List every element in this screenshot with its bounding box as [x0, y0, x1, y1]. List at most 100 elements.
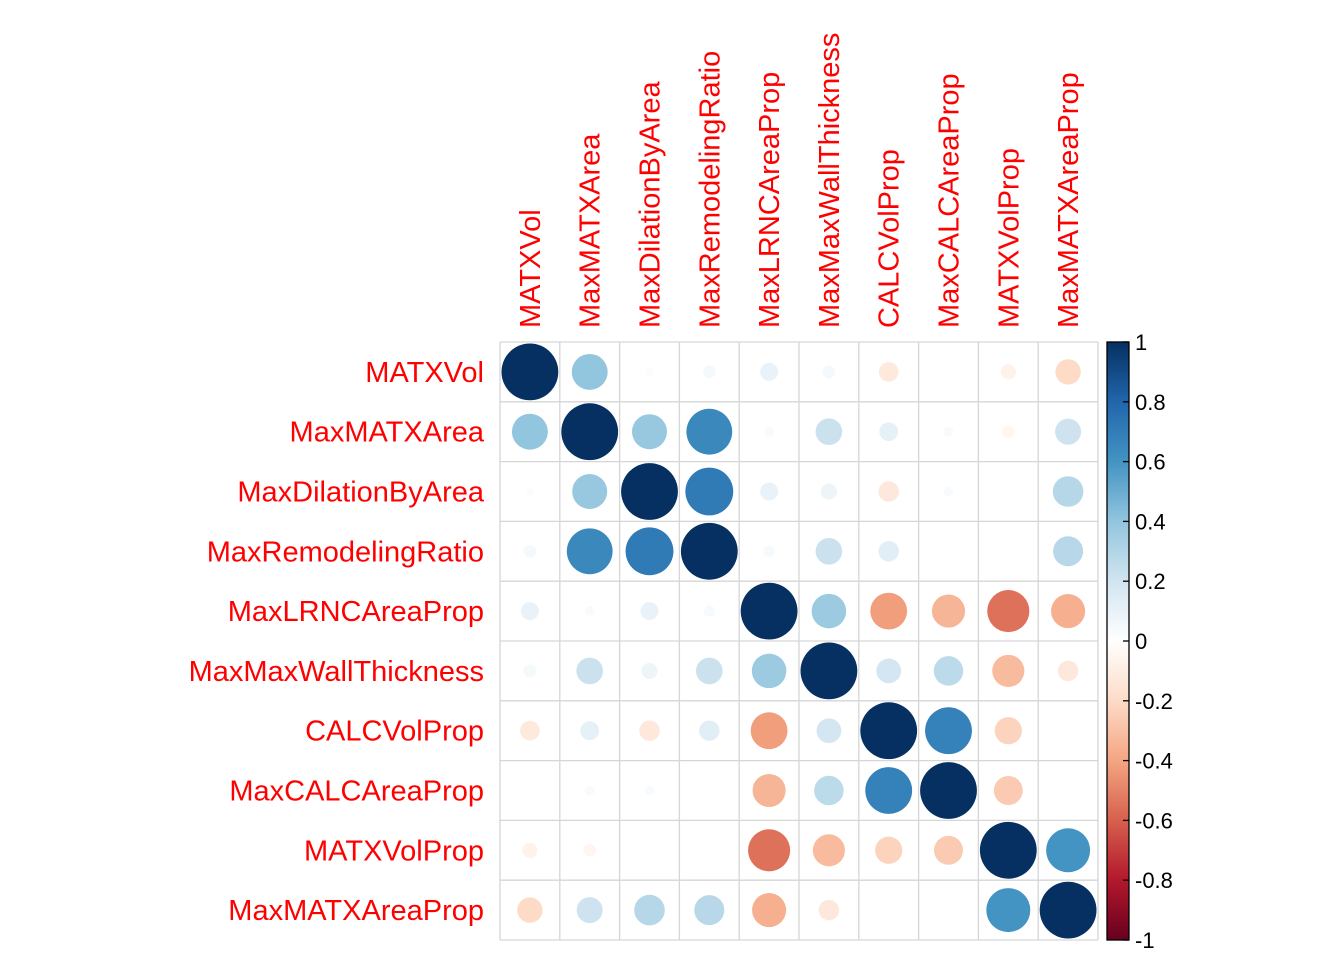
corr-circle-MATXVolProp-MATXVolProp [979, 821, 1037, 879]
corr-circle-MaxMaxWallThickness-MaxMaxWallThickness [800, 642, 858, 700]
corr-circle-MaxMATXAreaProp-MaxMATXArea [576, 897, 603, 924]
corr-circle-MaxMATXArea-MATXVolProp [1001, 425, 1015, 439]
column-labels: MATXVol MaxMATXArea MaxDilationByArea MaxRe… [515, 33, 1085, 328]
corr-circle-MaxMATXAreaProp-MaxRemodelingRatio [694, 895, 725, 926]
corr-circle-MaxLRNCAreaProp-MATXVol [520, 602, 539, 621]
corr-circle-MaxMATXAreaProp-MaxMATXAreaProp [1039, 881, 1097, 939]
corr-circle-MaxMATXArea-MaxCALCAreaProp [943, 426, 954, 437]
corr-circle-MaxDilationByArea-MaxMATXArea [572, 473, 608, 510]
corr-circle-MaxCALCAreaProp-MaxLRNCAreaProp [752, 773, 786, 808]
corr-circle-MaxDilationByArea-MaxLRNCAreaProp [760, 482, 779, 501]
corr-circle-MaxCALCAreaProp-MaxDilationByArea [644, 785, 655, 796]
corr-circle-MaxMATXArea-MaxMaxWallThickness [815, 418, 843, 446]
corr-circle-CALCVolProp-MATXVolProp [994, 717, 1022, 745]
corr-circle-MATXVolProp-MaxCALCAreaProp [934, 835, 963, 865]
corr-circle-MATXVol-CALCVolProp [878, 362, 899, 382]
row-label-MaxDilationByArea: MaxDilationByArea [237, 477, 484, 509]
corr-circle-MaxLRNCAreaProp-MaxMaxWallThickness [811, 593, 847, 629]
corr-circle-MaxRemodelingRatio-MATXVol [523, 544, 537, 558]
column-label-MaxMATXAreaProp: MaxMATXAreaProp [1053, 72, 1085, 328]
corr-circle-MaxCALCAreaProp-MaxRemodelingRatio [706, 787, 713, 794]
row-label-MaxLRNCAreaProp: MaxLRNCAreaProp [228, 596, 484, 628]
corr-circle-MaxLRNCAreaProp-MaxDilationByArea [640, 602, 659, 621]
row-label-CALCVolProp: CALCVolProp [305, 716, 484, 748]
corr-circle-CALCVolProp-MaxRemodelingRatio [699, 720, 720, 741]
colorbar-tick-label: -0.2 [1135, 689, 1173, 714]
corr-circle-MATXVol-MaxDilationByArea [645, 367, 654, 376]
corr-circle-MaxDilationByArea-MaxCALCAreaProp [943, 486, 954, 497]
row-label-MATXVol: MATXVol [365, 357, 484, 389]
colorbar-tick-label: 1 [1135, 330, 1147, 355]
corr-circle-CALCVolProp-MaxDilationByArea [639, 720, 660, 741]
row-label-MATXVolProp: MATXVolProp [304, 835, 484, 867]
corr-circle-MATXVol-MaxRemodelingRatio [702, 365, 716, 379]
corr-circle-MaxDilationByArea-MaxRemodelingRatio [685, 467, 734, 516]
corr-circle-MaxMaxWallThickness-MaxMATXArea [576, 657, 604, 685]
corr-circle-MaxLRNCAreaProp-MaxRemodelingRatio [703, 605, 715, 617]
row-label-MaxMATXAreaProp: MaxMATXAreaProp [228, 895, 484, 927]
corr-circle-CALCVolProp-MaxCALCAreaProp [925, 707, 972, 755]
corr-circle-MaxLRNCAreaProp-MaxLRNCAreaProp [740, 582, 798, 640]
corr-circle-MaxMATXArea-MaxDilationByArea [631, 414, 668, 450]
corr-circle-MaxRemodelingRatio-MaxMaxWallThickness [815, 537, 843, 565]
corr-circle-MATXVolProp-MaxLRNCAreaProp [748, 829, 791, 872]
row-label-MaxMaxWallThickness: MaxMaxWallThickness [189, 656, 484, 688]
corr-circle-MaxCALCAreaProp-MaxCALCAreaProp [920, 762, 977, 819]
corr-circle-MATXVol-MATXVol [501, 343, 559, 401]
corr-circle-MaxCALCAreaProp-MATXVolProp [993, 776, 1023, 805]
column-label-MaxRemodelingRatio: MaxRemodelingRatio [694, 51, 726, 328]
column-label-MaxMaxWallThickness: MaxMaxWallThickness [814, 33, 846, 328]
row-labels: MATXVol MaxMATXArea MaxDilationByArea MaxRe… [189, 357, 485, 927]
corr-circle-MATXVol-MaxMaxWallThickness [822, 365, 836, 379]
corr-circle-MaxLRNCAreaProp-MaxCALCAreaProp [931, 594, 966, 628]
corr-circle-MATXVol-MaxLRNCAreaProp [760, 362, 779, 381]
colorbar-tick-label: 0.2 [1135, 569, 1166, 594]
colorbar-tick-label: -1 [1135, 928, 1155, 953]
colorbar-tick-label: 0.6 [1135, 450, 1166, 475]
corr-circle-MaxMaxWallThickness-MaxRemodelingRatio [695, 657, 723, 685]
corr-circle-MaxCALCAreaProp-MaxMaxWallThickness [814, 775, 844, 806]
corr-circle-MaxRemodelingRatio-MaxDilationByArea [625, 527, 674, 576]
corr-circle-MATXVol-MaxMATXArea [571, 353, 608, 390]
row-label-MaxRemodelingRatio: MaxRemodelingRatio [207, 536, 484, 568]
correlation-circles [501, 343, 1097, 939]
corr-circle-CALCVolProp-MaxMATXArea [580, 721, 600, 741]
corr-circle-MaxLRNCAreaProp-MATXVolProp [987, 590, 1030, 633]
corr-circle-MaxMATXAreaProp-MATXVol [517, 897, 543, 923]
corr-circle-CALCVolProp-MaxLRNCAreaProp [750, 712, 788, 750]
corr-circle-MaxRemodelingRatio-MaxLRNCAreaProp [763, 545, 775, 557]
corr-circle-MaxMATXArea-MaxRemodelingRatio [686, 408, 733, 455]
corr-circle-CALCVolProp-CALCVolProp [860, 702, 918, 760]
corr-circle-MaxRemodelingRatio-CALCVolProp [878, 541, 899, 562]
corr-circle-MaxMATXArea-MaxLRNCAreaProp [764, 426, 775, 437]
corr-circle-MaxRemodelingRatio-MaxMATXAreaProp [1053, 536, 1084, 567]
corr-circle-MaxDilationByArea-CALCVolProp [878, 481, 899, 502]
colorbar-legend: 1 0.8 0.6 0.4 0.2 0 -0.2 -0.4 -0.6 -0.8 -1 [1106, 330, 1173, 953]
corr-circle-MaxMATXArea-MATXVol [511, 413, 548, 450]
corr-circle-MaxRemodelingRatio-MaxCALCAreaProp [945, 548, 952, 555]
corr-circle-MaxMATXArea-MaxMATXAreaProp [1055, 418, 1082, 445]
corr-circle-CALCVolProp-MATXVol [520, 720, 540, 741]
corr-circle-MaxRemodelingRatio-MaxMATXArea [566, 528, 613, 575]
corr-circle-MaxCALCAreaProp-CALCVolProp [865, 767, 913, 814]
column-label-MaxMATXArea: MaxMATXArea [575, 133, 607, 328]
corr-circle-CALCVolProp-MaxMaxWallThickness [816, 718, 842, 744]
corr-circle-MATXVolProp-MATXVol [522, 842, 538, 858]
corr-circle-MaxMaxWallThickness-CALCVolProp [876, 658, 902, 684]
colorbar-tick-label: 0.8 [1135, 390, 1166, 415]
colorbar-tick-label: -0.8 [1135, 868, 1173, 893]
corr-circle-MATXVolProp-MaxMATXAreaProp [1046, 828, 1091, 873]
column-label-MaxLRNCAreaProp: MaxLRNCAreaProp [754, 72, 786, 328]
corr-circle-MATXVolProp-CALCVolProp [875, 836, 903, 864]
corr-circle-MaxMATXAreaProp-MaxMaxWallThickness [818, 899, 840, 921]
corr-circle-MaxLRNCAreaProp-MaxMATXArea [584, 606, 595, 617]
corr-circle-MaxMaxWallThickness-MATXVol [523, 664, 537, 678]
corr-circle-MaxMaxWallThickness-MATXVolProp [992, 654, 1025, 687]
corr-circle-MaxMaxWallThickness-MaxCALCAreaProp [933, 656, 964, 686]
corr-circle-MATXVolProp-MaxMaxWallThickness [812, 834, 845, 867]
corr-circle-MaxMATXArea-CALCVolProp [879, 422, 899, 442]
corr-circle-MaxDilationByArea-MaxDilationByArea [621, 463, 678, 520]
corr-circle-MaxLRNCAreaProp-MaxMATXAreaProp [1051, 594, 1086, 629]
column-label-CALCVolProp: CALCVolProp [874, 149, 906, 328]
